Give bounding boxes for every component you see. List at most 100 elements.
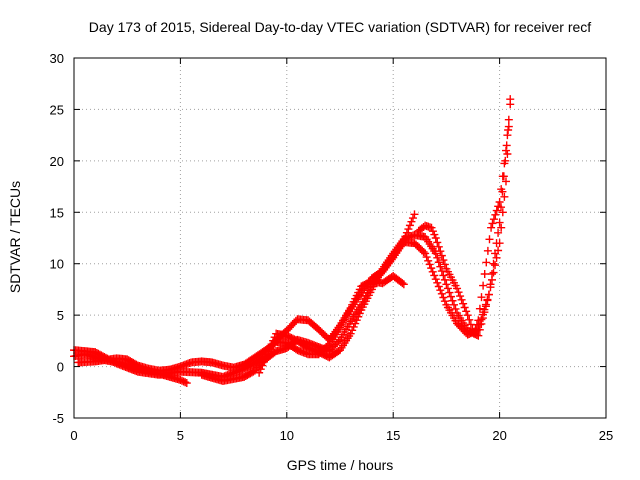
data-point-marker xyxy=(475,304,484,313)
data-point-marker xyxy=(398,279,407,288)
data-point-marker xyxy=(491,249,500,258)
data-point-marker xyxy=(502,141,511,150)
data-point-marker xyxy=(267,340,276,349)
data-point-marker xyxy=(443,284,452,293)
data-point-marker xyxy=(352,316,361,325)
y-tick-label: 0 xyxy=(57,360,64,375)
y-tick-label: 5 xyxy=(57,308,64,323)
y-tick-label: 25 xyxy=(50,102,64,117)
data-point-marker xyxy=(256,365,265,374)
data-point-marker xyxy=(472,320,481,329)
x-tick-label: 5 xyxy=(177,428,184,443)
data-point-marker xyxy=(428,267,437,276)
x-tick-label: 10 xyxy=(280,428,294,443)
data-point-marker xyxy=(431,249,440,258)
x-tick-label: 15 xyxy=(386,428,400,443)
data-point-marker xyxy=(430,230,439,239)
data-point-marker xyxy=(500,159,509,168)
data-point-marker xyxy=(442,280,451,289)
data-point-marker xyxy=(408,214,417,223)
data-point-marker xyxy=(479,281,488,290)
x-tick-label: 20 xyxy=(492,428,506,443)
data-point-marker xyxy=(459,299,468,308)
data-point-marker xyxy=(433,253,442,262)
data-point-marker xyxy=(181,378,190,387)
data-point-marker xyxy=(436,286,445,295)
series-s2 xyxy=(74,95,515,375)
data-point-marker xyxy=(269,336,278,345)
data-point-marker xyxy=(504,126,513,134)
series-s3 xyxy=(70,272,408,381)
data-point-marker xyxy=(263,350,272,359)
data-point-marker xyxy=(465,315,474,324)
data-point-marker xyxy=(471,325,480,334)
data-point-marker xyxy=(462,307,471,316)
data-point-marker xyxy=(425,260,434,269)
data-point-marker xyxy=(439,293,448,302)
data-point-marker xyxy=(440,275,449,284)
data-point-marker xyxy=(436,262,445,271)
data-point-marker xyxy=(454,288,463,297)
data-point-marker xyxy=(182,379,191,388)
data-point-marker xyxy=(346,329,355,338)
data-point-marker xyxy=(434,258,443,267)
data-point-marker xyxy=(349,322,358,331)
data-point-marker xyxy=(494,202,503,211)
y-axis-label: SDTVAR / TECUs xyxy=(7,181,23,293)
data-point-marker xyxy=(334,337,343,346)
data-point-marker xyxy=(453,284,462,293)
data-point-marker xyxy=(483,296,492,305)
data-point-marker xyxy=(427,223,436,232)
axis-ticks: 0 5 10 15 20 25 -5 0 5 10 15 20 25 30 xyxy=(50,51,614,443)
data-point-marker xyxy=(489,215,498,224)
data-point-marker xyxy=(477,293,486,302)
data-point-marker xyxy=(484,290,493,299)
data-point-marker xyxy=(500,192,509,201)
y-tick-label: 30 xyxy=(50,51,64,66)
data-point-marker xyxy=(439,271,448,280)
data-point-marker xyxy=(404,225,413,234)
data-point-marker xyxy=(266,343,275,352)
data-point-marker xyxy=(422,253,431,262)
data-point-marker xyxy=(427,264,436,273)
data-point-marker xyxy=(494,228,503,237)
data-point-marker xyxy=(351,319,360,328)
data-point-marker xyxy=(259,357,268,366)
data-point-marker xyxy=(451,304,460,313)
data-point-marker xyxy=(407,217,416,226)
data-point-marker xyxy=(503,150,512,158)
data-point-marker xyxy=(463,311,472,320)
data-point-marker xyxy=(445,288,454,297)
grid-lines xyxy=(74,58,606,418)
data-point-marker xyxy=(446,292,455,301)
data-point-marker xyxy=(497,185,506,194)
x-axis-label: GPS time / hours xyxy=(287,457,394,473)
data-series xyxy=(70,95,515,388)
data-point-marker xyxy=(424,256,433,265)
data-point-marker xyxy=(485,235,494,244)
data-point-marker xyxy=(457,295,466,304)
data-point-marker xyxy=(474,331,483,340)
data-point-marker xyxy=(448,296,457,305)
data-point-marker xyxy=(431,275,440,284)
data-point-marker xyxy=(436,247,445,256)
data-point-marker xyxy=(440,297,449,306)
data-point-marker xyxy=(495,198,504,206)
data-point-marker xyxy=(434,242,443,251)
data-point-marker xyxy=(433,238,442,247)
data-point-marker xyxy=(419,247,428,256)
data-point-marker xyxy=(501,177,510,186)
y-tick-label: 10 xyxy=(50,257,64,272)
data-point-marker xyxy=(501,146,510,155)
data-point-marker xyxy=(431,234,440,242)
data-point-marker xyxy=(482,258,491,267)
data-point-marker xyxy=(474,316,483,325)
data-point-marker xyxy=(481,302,490,311)
data-point-marker xyxy=(504,122,513,131)
data-point-marker xyxy=(437,289,446,298)
data-point-marker xyxy=(450,300,458,309)
data-point-marker xyxy=(492,253,501,262)
data-point-marker xyxy=(348,326,357,335)
data-point-marker xyxy=(487,223,496,232)
